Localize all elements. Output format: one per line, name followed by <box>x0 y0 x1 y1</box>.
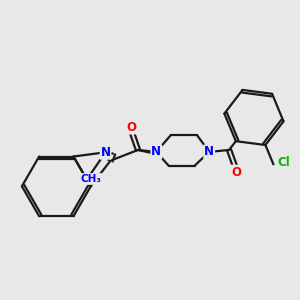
Text: Cl: Cl <box>278 156 291 169</box>
Text: N: N <box>100 146 111 159</box>
Text: O: O <box>231 166 241 179</box>
Text: O: O <box>126 121 136 134</box>
Text: N: N <box>151 146 161 158</box>
Text: N: N <box>204 146 214 158</box>
Text: CH₃: CH₃ <box>81 174 102 184</box>
